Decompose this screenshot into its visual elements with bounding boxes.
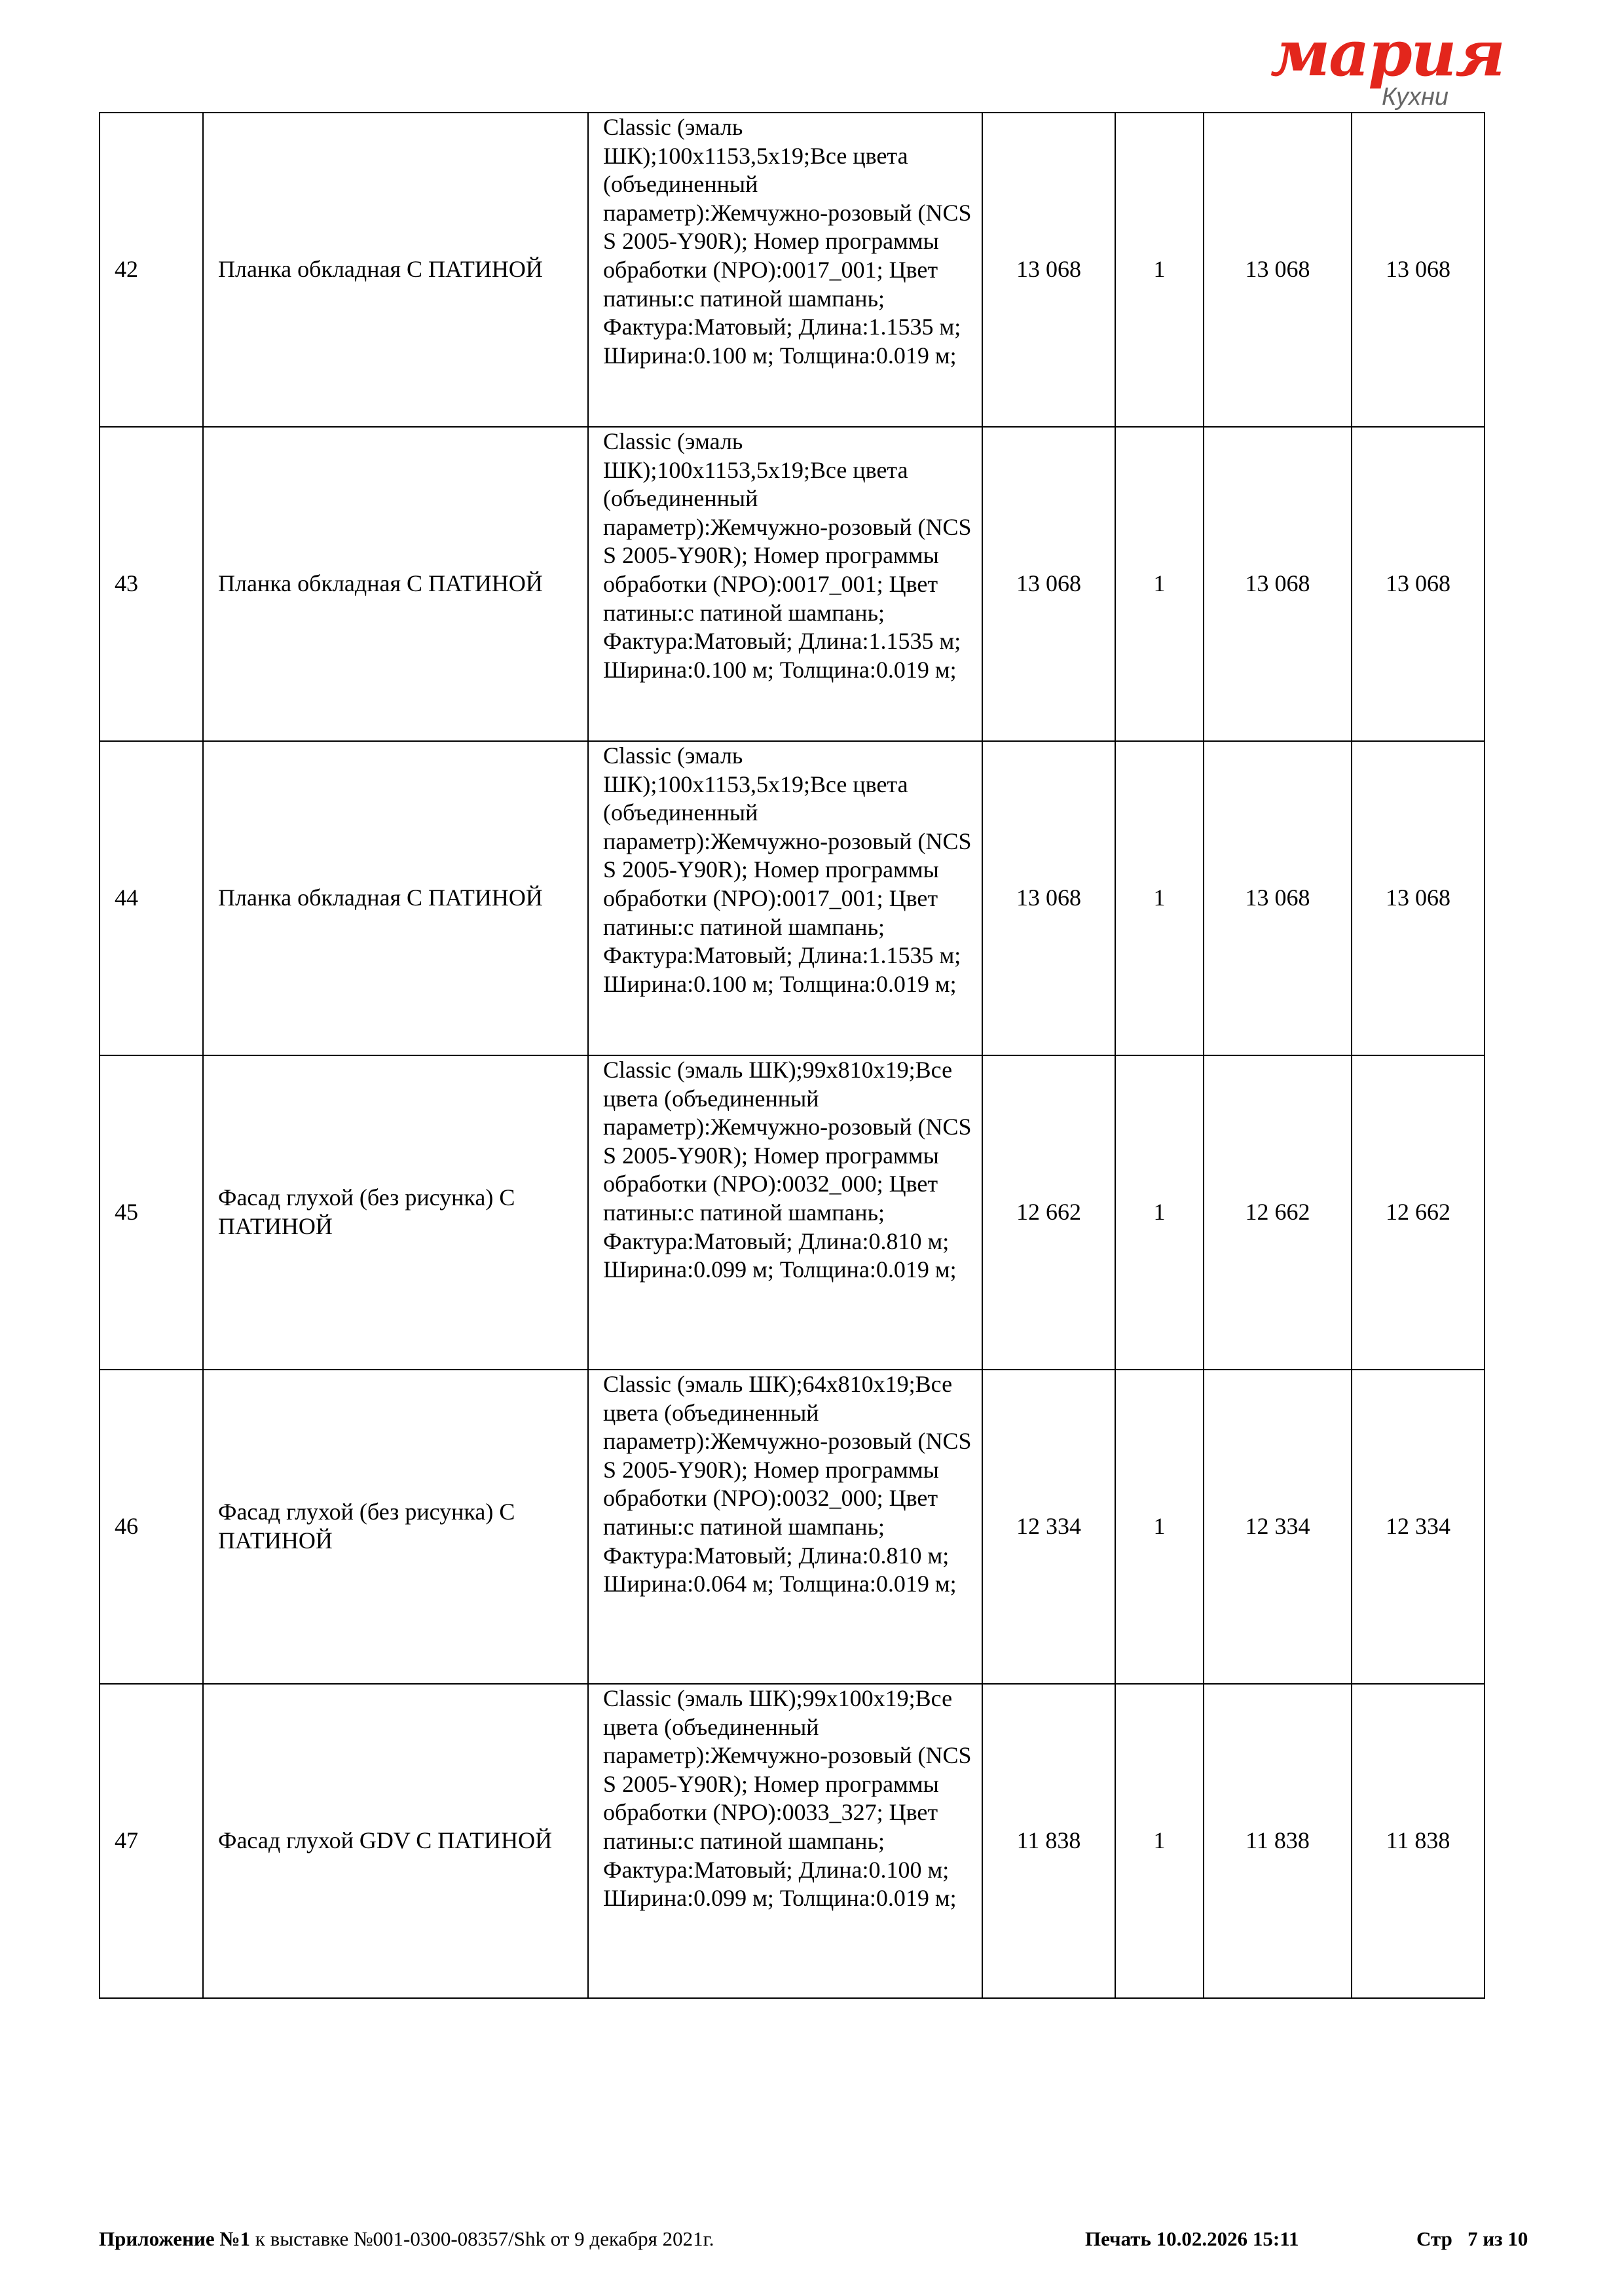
order-items-table: 42 Планка обкладная С ПАТИНОЙ Classic (эма… (99, 112, 1485, 1999)
row-number: 42 (99, 112, 204, 428)
line-sum: 13 068 (1203, 112, 1352, 428)
unit-price: 11 838 (982, 1683, 1116, 1999)
quantity: 1 (1115, 426, 1204, 742)
row-number: 47 (99, 1683, 204, 1999)
item-name: Планка обкладная С ПАТИНОЙ (202, 426, 589, 742)
line-sum: 12 662 (1203, 1055, 1352, 1370)
logo-brand: мария (1270, 16, 1505, 90)
line-total: 13 068 (1351, 112, 1485, 428)
item-description: Classic (эмаль ШК);100x1153,5x19;Все цве… (587, 426, 983, 742)
table-row: 45 Фасад глухой (без рисунка) С ПАТИНОЙ Cl… (99, 1055, 1485, 1370)
company-logo: мария Кухни (1270, 16, 1532, 115)
line-total: 11 838 (1351, 1683, 1485, 1999)
footer-page-number: Стр 7 из 10 (1416, 2227, 1528, 2250)
item-name: Фасад глухой (без рисунка) С ПАТИНОЙ (202, 1369, 589, 1685)
footer-print-date: Печать 10.02.2026 15:11 (1085, 2227, 1299, 2250)
table-row: 42 Планка обкладная С ПАТИНОЙ Classic (эма… (99, 112, 1485, 428)
quantity: 1 (1115, 1369, 1204, 1685)
table-row: 47 Фасад глухой GDV С ПАТИНОЙ Classic (эма… (99, 1683, 1485, 1999)
appendix-reference: к выставке №001-0300-08357/Shk от 9 дека… (250, 2227, 714, 2250)
line-total: 12 334 (1351, 1369, 1485, 1685)
item-description: Classic (эмаль ШК);100x1153,5x19;Все цве… (587, 740, 983, 1056)
item-name: Планка обкладная С ПАТИНОЙ (202, 112, 589, 428)
item-description: Classic (эмаль ШК);99x810x19;Все цвета (… (587, 1055, 983, 1370)
unit-price: 13 068 (982, 426, 1116, 742)
line-sum: 13 068 (1203, 426, 1352, 742)
table-row: 46 Фасад глухой (без рисунка) С ПАТИНОЙ Cl… (99, 1369, 1485, 1685)
item-name: Планка обкладная С ПАТИНОЙ (202, 740, 589, 1056)
row-number: 43 (99, 426, 204, 742)
appendix-number: Приложение №1 (99, 2227, 251, 2250)
table-row: 44 Планка обкладная С ПАТИНОЙ Classic (эма… (99, 740, 1485, 1056)
item-name: Фасад глухой (без рисунка) С ПАТИНОЙ (202, 1055, 589, 1370)
line-sum: 12 334 (1203, 1369, 1352, 1685)
unit-price: 12 662 (982, 1055, 1116, 1370)
unit-price: 13 068 (982, 112, 1116, 428)
line-total: 13 068 (1351, 740, 1485, 1056)
line-total: 13 068 (1351, 426, 1485, 742)
quantity: 1 (1115, 740, 1204, 1056)
quantity: 1 (1115, 1683, 1204, 1999)
row-number: 46 (99, 1369, 204, 1685)
quantity: 1 (1115, 1055, 1204, 1370)
line-sum: 11 838 (1203, 1683, 1352, 1999)
row-number: 44 (99, 740, 204, 1056)
quantity: 1 (1115, 112, 1204, 428)
line-total: 12 662 (1351, 1055, 1485, 1370)
item-description: Classic (эмаль ШК);100x1153,5x19;Все цве… (587, 112, 983, 428)
item-description: Classic (эмаль ШК);64x810x19;Все цвета (… (587, 1369, 983, 1685)
item-name: Фасад глухой GDV С ПАТИНОЙ (202, 1683, 589, 1999)
unit-price: 12 334 (982, 1369, 1116, 1685)
table-row: 43 Планка обкладная С ПАТИНОЙ Classic (эма… (99, 426, 1485, 742)
unit-price: 13 068 (982, 740, 1116, 1056)
logo-subtitle: Кухни (1382, 83, 1449, 111)
item-description: Classic (эмаль ШК);99x100x19;Все цвета (… (587, 1683, 983, 1999)
row-number: 45 (99, 1055, 204, 1370)
line-sum: 13 068 (1203, 740, 1352, 1056)
footer-appendix: Приложение №1 к выставке №001-0300-08357… (99, 2227, 714, 2251)
